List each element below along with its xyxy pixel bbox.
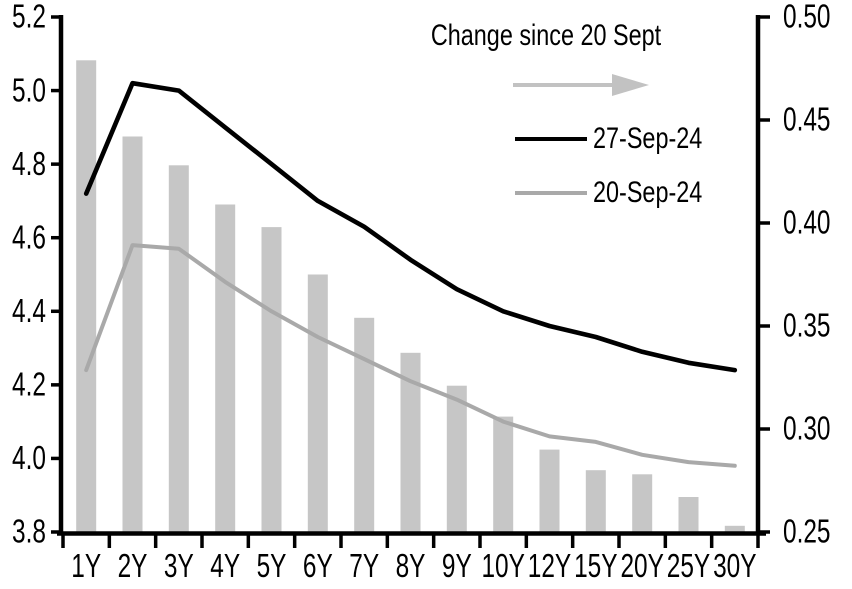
- legend-entry-27sep: 27-Sep-24: [515, 124, 733, 154]
- x-axis-label-25Y: 25Y: [667, 549, 710, 585]
- right-axis-label-0.50: 0.50: [783, 0, 831, 36]
- x-axis-label-9Y: 9Y: [442, 549, 472, 585]
- line-series-27-Sep-24: [83, 80, 738, 373]
- bar-7Y: [354, 317, 375, 532]
- x-axis-label-8Y: 8Y: [396, 549, 426, 585]
- x-axis-label-30Y: 30Y: [713, 549, 756, 585]
- left-axis-label-5.0: 5.0: [12, 73, 46, 109]
- x-axis-label-6Y: 6Y: [303, 549, 333, 585]
- line-series-20-Sep-24: [84, 243, 737, 468]
- right-axis-label-0.30: 0.30: [783, 411, 831, 447]
- x-axis-label-4Y: 4Y: [210, 549, 240, 585]
- legend-label-27sep: 27-Sep-24: [593, 122, 703, 155]
- right-axis-label-0.35: 0.35: [783, 308, 831, 344]
- change-arrow-icon: [513, 74, 649, 96]
- bar-3Y: [168, 165, 189, 533]
- right-axis-label-0.40: 0.40: [783, 205, 831, 241]
- x-axis-label-5Y: 5Y: [257, 549, 287, 585]
- x-axis-label-12Y: 12Y: [528, 549, 571, 585]
- bar-1Y: [76, 60, 97, 533]
- bar-5Y: [261, 227, 282, 532]
- legend-entry-20sep: 20-Sep-24: [515, 178, 733, 208]
- bar-15Y: [585, 470, 606, 532]
- x-axis-label-3Y: 3Y: [164, 549, 194, 585]
- left-axis-label-4.2: 4.2: [12, 367, 46, 403]
- x-axis-label-20Y: 20Y: [620, 549, 663, 585]
- left-axis-label-4.6: 4.6: [12, 220, 46, 256]
- axis-labels: 5.2 5.0 4.8 4.6 4.4 4.2 4.0 3.8 0.50 0.45 0.40 0.35…: [12, 0, 830, 585]
- legend-line-swatch-20sep: [515, 191, 587, 195]
- left-axis-label-5.2: 5.2: [12, 0, 46, 36]
- bar-4Y: [215, 204, 236, 532]
- bar-2Y: [122, 136, 143, 532]
- x-axis-label-2Y: 2Y: [118, 549, 148, 585]
- legend-line-swatch-27sep: [515, 137, 587, 141]
- tick-marks: [51, 15, 770, 548]
- left-axis-label-4.4: 4.4: [12, 294, 46, 330]
- bar-12Y: [539, 449, 560, 532]
- x-axis-label-10Y: 10Y: [481, 549, 524, 585]
- right-axis-label-0.45: 0.45: [783, 102, 831, 138]
- legend-bar-series-label: Change since 20 Sept: [430, 19, 662, 52]
- axes: [57, 15, 766, 536]
- bar-6Y: [307, 274, 328, 532]
- bar-25Y: [678, 497, 699, 532]
- bar-9Y: [446, 385, 467, 532]
- left-axis-label-4.8: 4.8: [12, 146, 46, 182]
- bar-30Y: [724, 525, 745, 532]
- x-axis-label-1Y: 1Y: [71, 549, 101, 585]
- bar-20Y: [632, 474, 653, 532]
- x-axis-label-7Y: 7Y: [349, 549, 379, 585]
- arrow-head: [612, 74, 649, 96]
- right-axis-label-0.25: 0.25: [783, 514, 831, 550]
- left-axis-label-4.0: 4.0: [12, 441, 46, 477]
- bar-10Y: [493, 416, 514, 532]
- left-axis-label-3.8: 3.8: [12, 514, 46, 550]
- x-axis-label-15Y: 15Y: [574, 549, 617, 585]
- bar-series: [76, 60, 745, 533]
- bar-8Y: [400, 352, 421, 532]
- legend-label-20sep: 20-Sep-24: [593, 176, 703, 209]
